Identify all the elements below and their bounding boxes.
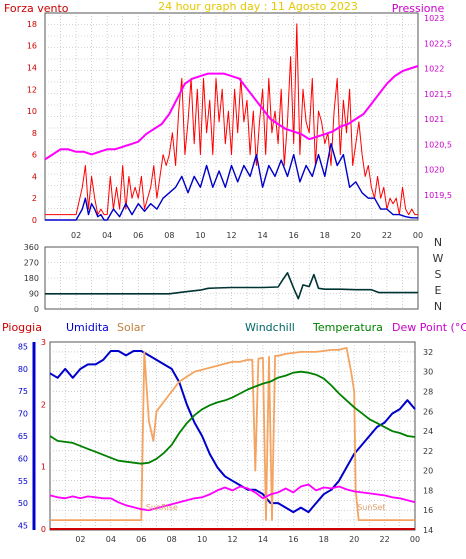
humidity-tick-label: 60 xyxy=(18,454,28,463)
rain-tick-label: 1 xyxy=(41,463,46,472)
legend-dew-point: Dew Point (°C) xyxy=(392,321,466,334)
rain-tick-label: 2 xyxy=(41,400,46,409)
x-tick-label: 08 xyxy=(167,535,177,544)
x-tick-label: 14 xyxy=(257,231,267,240)
x-tick-label: 00 xyxy=(410,535,420,544)
x-tick-label: 22 xyxy=(379,535,389,544)
humidity-tick-label: 85 xyxy=(18,342,28,351)
pressure-tick-label: 1023 xyxy=(424,14,444,23)
temperature-tick-label: 28 xyxy=(423,387,433,396)
wind-tick-label: 16 xyxy=(27,42,37,51)
wind-tick-label: 14 xyxy=(27,63,37,72)
x-tick-label: 10 xyxy=(195,231,205,240)
series-pressione xyxy=(44,65,419,161)
wind-pressure-panel: 0246810121416181019,510201020,510211021,… xyxy=(27,12,452,240)
x-tick-label: 20 xyxy=(349,535,359,544)
series-vento-medio xyxy=(45,143,418,221)
temperature-tick-label: 18 xyxy=(423,486,433,495)
legend-temperature: Temperatura xyxy=(312,321,383,334)
humidity-tick-label: 70 xyxy=(18,410,28,419)
x-tick-label: 00 xyxy=(413,231,423,240)
series-umidita xyxy=(49,350,416,514)
x-tick-label: 02 xyxy=(71,231,81,240)
direction-tick-label: 360 xyxy=(24,243,39,252)
x-tick-label: 16 xyxy=(288,535,298,544)
pressure-axis-title: Pressione xyxy=(392,2,445,15)
x-tick-label: 16 xyxy=(289,231,299,240)
wind-tick-label: 18 xyxy=(27,20,37,29)
x-tick-label: 12 xyxy=(227,535,237,544)
x-tick-label: 08 xyxy=(164,231,174,240)
sun-annotation: SunRise xyxy=(146,503,178,512)
compass-label: S xyxy=(435,268,442,281)
x-tick-label: 02 xyxy=(75,535,85,544)
humidity-temperature-panel: 4550556065707580850123141618202224262830… xyxy=(18,338,433,544)
wind-tick-label: 4 xyxy=(32,172,37,181)
temperature-tick-label: 14 xyxy=(423,526,433,535)
wind-tick-label: 6 xyxy=(32,151,37,160)
temperature-tick-label: 20 xyxy=(423,467,433,476)
pressure-tick-label: 1022,5 xyxy=(424,39,452,48)
humidity-tick-label: 65 xyxy=(18,432,28,441)
temperature-tick-label: 30 xyxy=(423,368,433,377)
direction-tick-label: 90 xyxy=(29,290,39,299)
wind-axis-title: Forza vento xyxy=(4,2,69,15)
wind-tick-label: 10 xyxy=(27,107,37,116)
x-tick-label: 10 xyxy=(197,535,207,544)
chart-title: 24 hour graph day : 11 Agosto 2023 xyxy=(158,0,358,13)
pressure-tick-label: 1020 xyxy=(424,166,444,175)
humidity-tick-label: 55 xyxy=(18,477,28,486)
x-tick-label: 06 xyxy=(133,231,143,240)
wind-tick-label: 12 xyxy=(27,85,37,94)
humidity-tick-label: 75 xyxy=(18,387,28,396)
humidity-tick-label: 45 xyxy=(18,522,28,531)
wind-tick-label: 8 xyxy=(32,129,37,138)
pressure-tick-label: 1022 xyxy=(424,65,444,74)
legend-solar: Solar xyxy=(117,321,146,334)
pressure-tick-label: 1019,5 xyxy=(424,191,452,200)
wind-tick-label: 2 xyxy=(32,194,37,203)
compass-label: N xyxy=(434,300,442,313)
rain-tick-label: 0 xyxy=(41,525,46,534)
series-dew-point xyxy=(49,483,416,512)
sun-annotation: SunSet xyxy=(357,503,385,512)
legend-humidity: Umidita xyxy=(66,321,109,334)
x-tick-label: 22 xyxy=(382,231,392,240)
x-tick-label: 18 xyxy=(319,535,329,544)
series-forza-vento xyxy=(45,23,418,216)
x-tick-label: 20 xyxy=(351,231,361,240)
pressure-tick-label: 1021 xyxy=(424,115,444,124)
humidity-tick-label: 50 xyxy=(18,499,28,508)
temperature-tick-label: 26 xyxy=(423,407,433,416)
series-direction xyxy=(45,272,418,300)
x-tick-label: 04 xyxy=(102,231,112,240)
temperature-tick-label: 24 xyxy=(423,427,433,436)
x-tick-label: 06 xyxy=(136,535,146,544)
compass-label: E xyxy=(435,284,442,297)
temperature-tick-label: 16 xyxy=(423,506,433,515)
compass-label: N xyxy=(434,236,442,249)
temperature-tick-label: 32 xyxy=(423,348,433,357)
x-tick-label: 04 xyxy=(106,535,116,544)
direction-tick-label: 0 xyxy=(34,305,39,314)
humidity-tick-label: 80 xyxy=(18,365,28,374)
rain-tick-label: 3 xyxy=(41,338,46,347)
legend-windchill: Windchill xyxy=(245,321,295,334)
pressure-tick-label: 1020,5 xyxy=(424,140,452,149)
direction-tick-label: 270 xyxy=(24,259,39,268)
pressure-tick-label: 1021,5 xyxy=(424,90,452,99)
temperature-tick-label: 22 xyxy=(423,447,433,456)
legend-rain: Pioggia xyxy=(2,321,42,334)
compass-label: W xyxy=(433,252,444,265)
series-solar xyxy=(50,347,415,521)
x-tick-label: 12 xyxy=(226,231,236,240)
x-tick-label: 14 xyxy=(258,535,268,544)
wind-tick-label: 0 xyxy=(32,216,37,225)
x-tick-label: 18 xyxy=(320,231,330,240)
direction-tick-label: 180 xyxy=(24,274,39,283)
series-temperatura xyxy=(49,370,416,465)
